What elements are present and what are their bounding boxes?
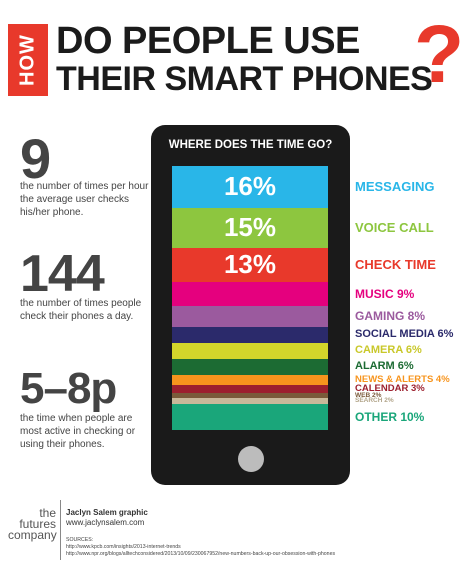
bar-search [172, 398, 328, 405]
category-label: SOCIAL MEDIA 6% [355, 328, 454, 341]
stat-text-per-day: the number of times people check their p… [20, 298, 142, 322]
stat-number-per-hour: 9 [20, 127, 51, 190]
category-label: ALARM 6% [355, 360, 414, 373]
bar-camera [172, 342, 328, 360]
home-button-icon [238, 446, 264, 472]
bar-check-time: 13% [172, 247, 328, 283]
logo-line-2: futures [19, 517, 56, 531]
source-link-1: http://www.kpcb.com/insights/2013-intern… [66, 544, 181, 550]
bar-value-label: 16% [223, 171, 277, 202]
category-label: SEARCH 2% [355, 397, 394, 405]
bar-value-label: 13% [223, 248, 277, 279]
sources-label: SOURCES: [66, 537, 94, 543]
bar-calendar [172, 385, 328, 394]
logo-line-1: the [39, 506, 56, 520]
source-link-2: http://www.npr.org/blogs/alltechconsider… [66, 551, 336, 557]
stat-text-per-hour: the number of times per hour the average… [20, 181, 149, 218]
question-mark-icon: ? [414, 9, 465, 100]
credit: Jaclyn Salem graphic www.jaclynsalem.com [66, 508, 148, 528]
title-line-2: THEIR SMART PHONES [56, 60, 433, 98]
chart-title: WHERE DOES THE TIME GO? [168, 139, 333, 151]
category-label: VOICE CALL [355, 220, 434, 236]
how-text: HOW [16, 34, 39, 86]
category-label: CAMERA 6% [355, 344, 422, 357]
title-line-1: DO PEOPLE USE [56, 20, 360, 62]
bar-gaming [172, 305, 328, 328]
bar-social-media [172, 327, 328, 344]
stat-number-per-day: 144 [20, 245, 105, 303]
credit-url: www.jaclynsalem.com [66, 518, 145, 527]
sources: SOURCES: http://www.kpcb.com/insights/20… [66, 537, 335, 558]
stat-text-peak-time: the time when people are most active in … [20, 413, 136, 450]
category-label: CALENDAR 3% [355, 383, 425, 395]
logo-line-3: company [8, 528, 57, 542]
category-label: MUSIC 9% [355, 286, 415, 301]
category-label: NEWS & ALERTS 4% [355, 374, 450, 386]
bar-alarm [172, 358, 328, 376]
bar-other [172, 403, 328, 431]
credit-name: Jaclyn Salem graphic [66, 508, 148, 517]
category-label: MESSAGING [355, 179, 435, 195]
category-label: CHECK TIME [355, 257, 436, 273]
futures-company-logo: the futures company [8, 506, 57, 542]
bar-voice-call: 15% [172, 208, 328, 249]
how-tag: HOW [8, 24, 48, 96]
footer-divider [60, 500, 61, 560]
category-label: OTHER 10% [355, 409, 425, 424]
category-label: WEB 2% [355, 391, 382, 399]
bar-news-alerts [172, 374, 328, 386]
bar-music [172, 282, 328, 307]
bar-value-label: 15% [223, 212, 277, 243]
bar-messaging: 16% [172, 166, 328, 209]
category-label: GAMING 8% [355, 309, 426, 324]
bar-web [172, 393, 328, 399]
stat-number-peak-time: 5–8p [20, 364, 117, 413]
